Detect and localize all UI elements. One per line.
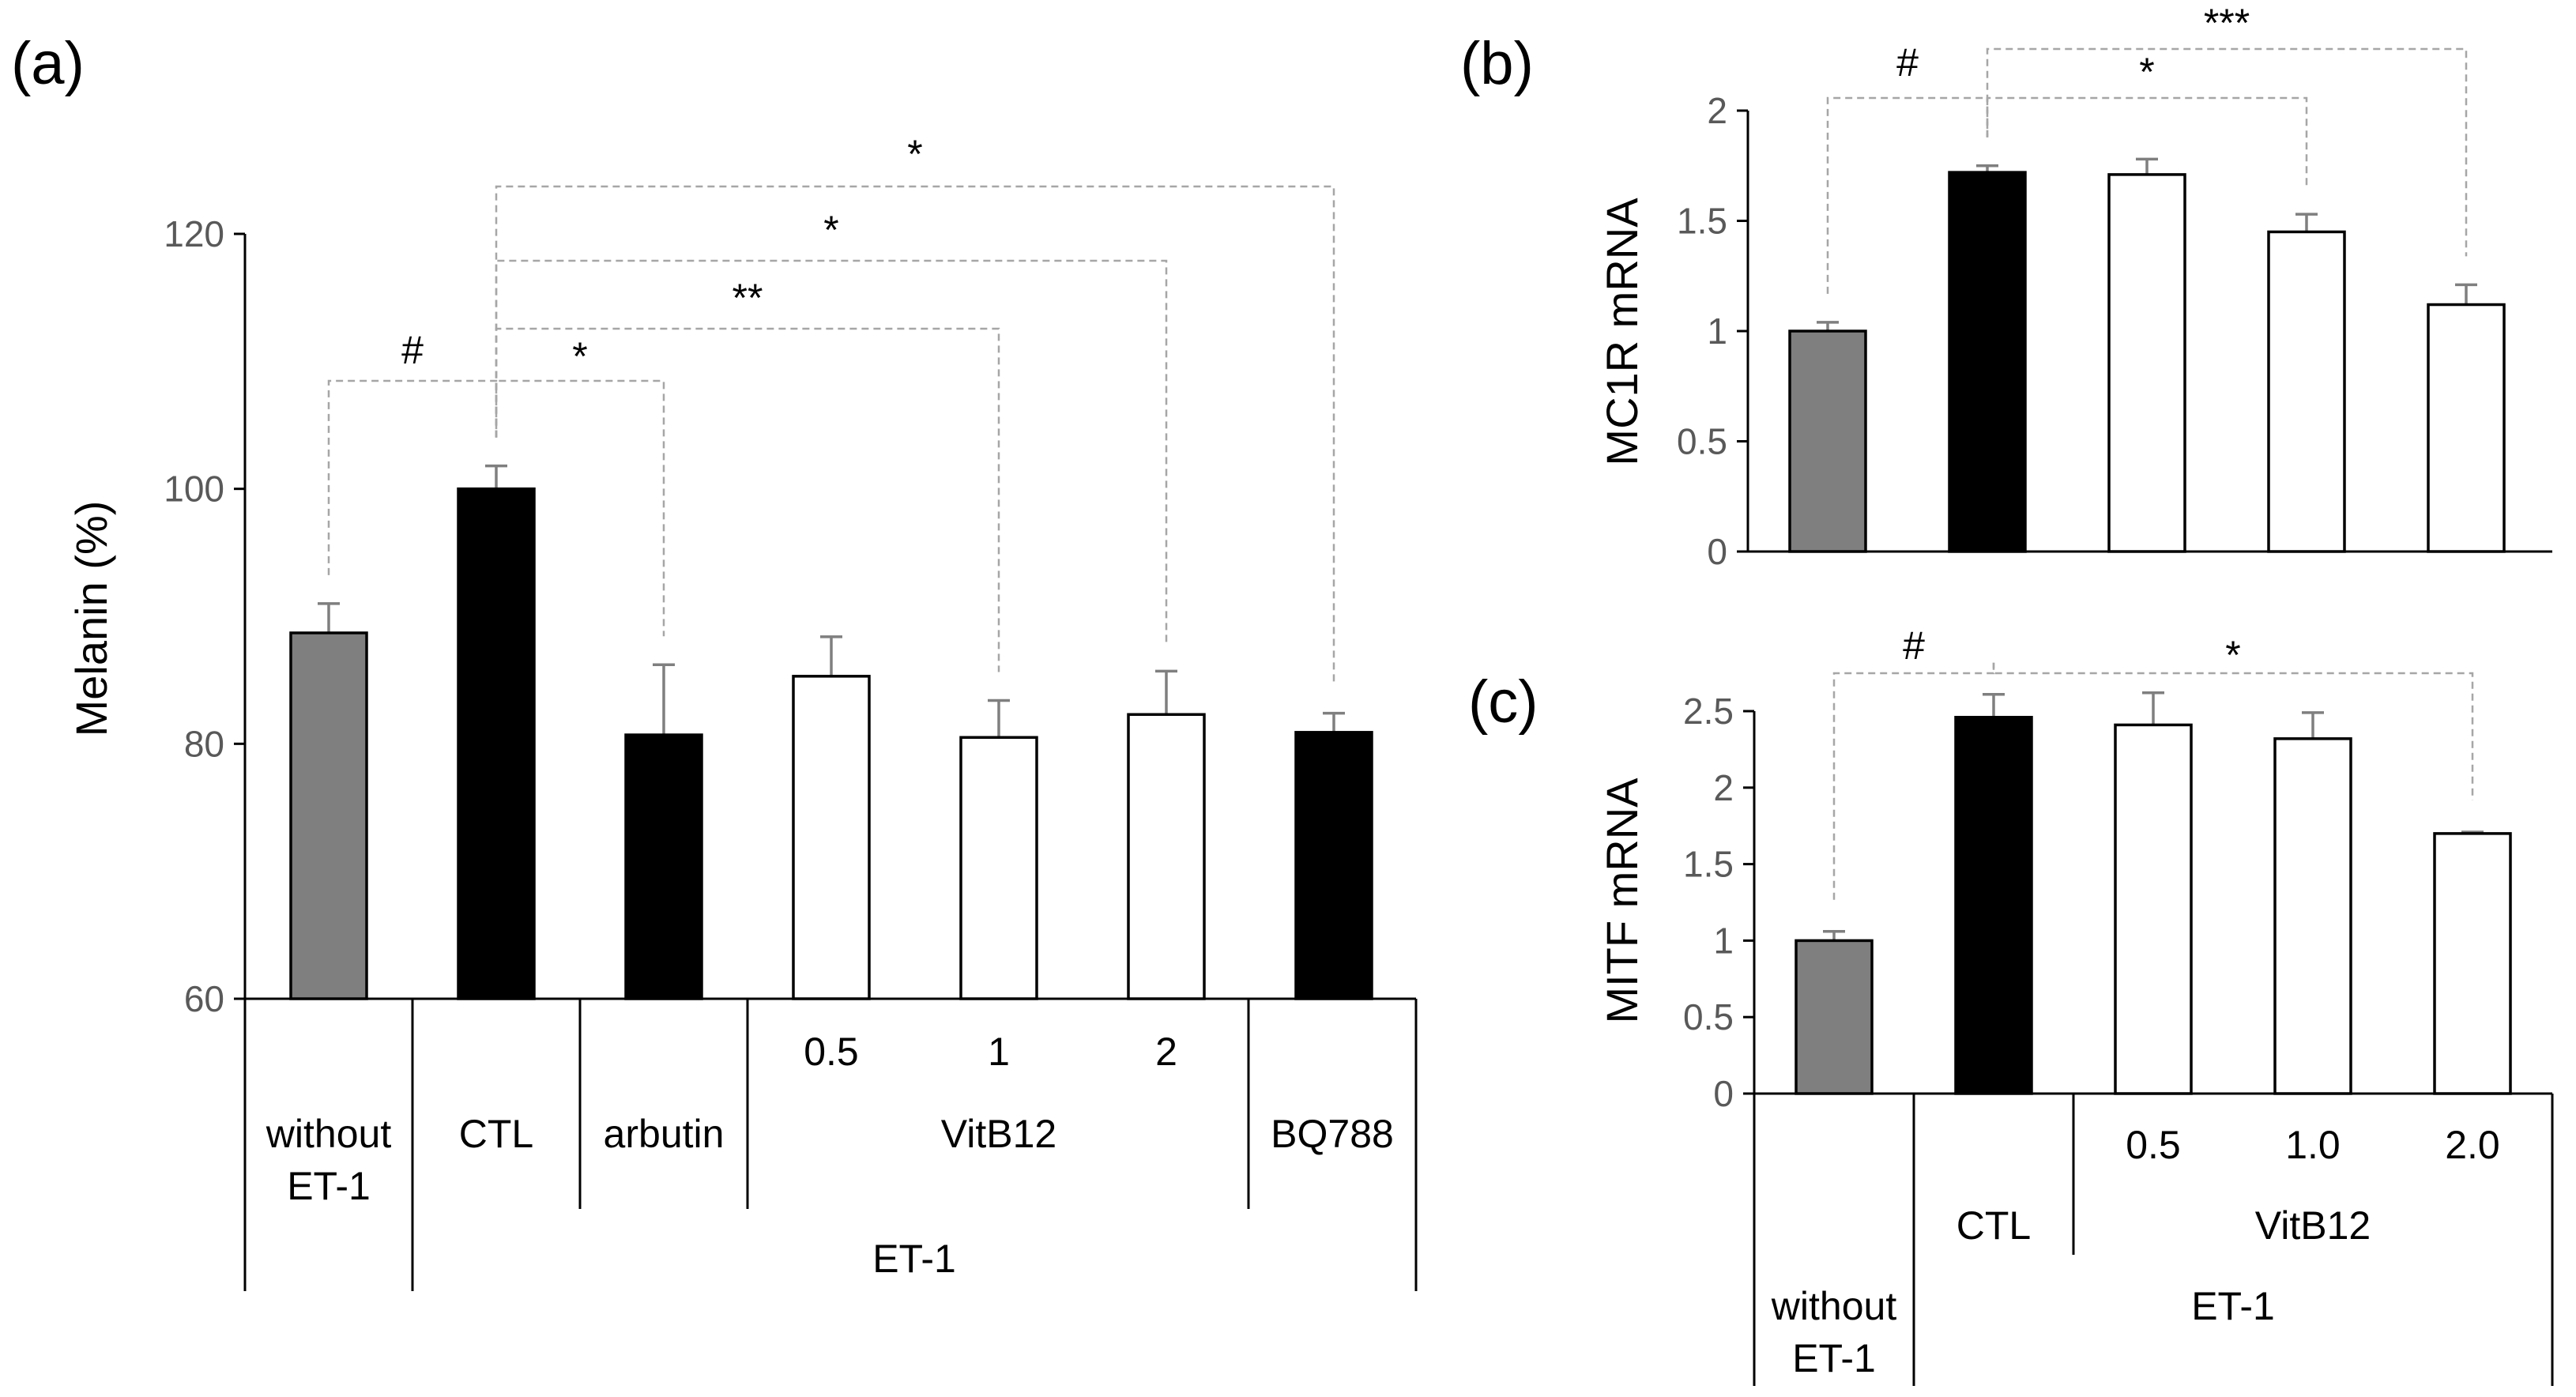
panel-c-y-tick-label: 2 <box>1713 767 1734 808</box>
panel-c-y-tick-label: 1 <box>1713 920 1734 961</box>
panel-c-label: (c) <box>1468 668 1538 736</box>
panel-a-category-labels: without ET-1 CTL arbutin 0.5 1 2 VitB12 … <box>266 1030 1394 1281</box>
panel-c-label-without: without <box>1771 1284 1897 1328</box>
panel-a-label-ctl: CTL <box>459 1112 533 1156</box>
panel-c-significance-label: # <box>1903 623 1925 668</box>
panel-c-label-dose-1-0: 1.0 <box>2285 1123 2341 1167</box>
panel-c-y-axis-label: MITF mRNA <box>1597 778 1647 1024</box>
panel-b-bars <box>1788 171 2506 553</box>
panel-a-bar <box>1294 731 1373 1000</box>
panel-b-bar <box>1948 171 2027 553</box>
panel-a-label-bq788: BQ788 <box>1271 1112 1394 1156</box>
panel-c-label-et1: ET-1 <box>2191 1284 2275 1328</box>
panel-c-significance-bracket <box>1992 662 2474 800</box>
panel-b-significance-label: *** <box>2204 1 2250 45</box>
panel-a-significance: # ***** <box>327 132 1335 685</box>
panel-a-label-dose-1: 1 <box>988 1030 1010 1074</box>
panel-b-y-tick-label: 0.5 <box>1677 421 1727 462</box>
panel-c-y-tick-label: 0.5 <box>1683 996 1734 1037</box>
panel-a-significance-label: # <box>401 328 424 372</box>
panel-b: (b) MC1R mRNA 00.511.52 # **** <box>1460 1 2552 572</box>
panel-a-label-arbutin: arbutin <box>604 1112 725 1156</box>
panel-b-significance-bracket <box>1986 47 2468 257</box>
panel-a-y-ticks: 60 80 100 120 <box>164 213 245 1019</box>
panel-a-significance-bracket <box>495 259 1168 643</box>
panel-c-y-tick-label: 0 <box>1713 1073 1734 1114</box>
panel-b-bar <box>2267 230 2346 553</box>
panel-b-bar <box>2107 173 2186 553</box>
panel-c-bar <box>1954 715 2033 1095</box>
panel-c-bar <box>2273 737 2352 1095</box>
panel-a-y-axis-label: Melanin (%) <box>66 501 116 737</box>
panel-c-category-labels: 0.5 1.0 2.0 CTL VitB12 without ET-1 ET-1 <box>1771 1123 2500 1380</box>
panel-a-significance-label: * <box>907 132 922 176</box>
panel-a-significance-label: ** <box>733 276 763 320</box>
panel-c: (c) MITF mRNA 00.511.522.5 # * 0.5 1.0 2.… <box>1468 623 2554 1386</box>
panel-c-label-dose-2-0: 2.0 <box>2445 1123 2500 1167</box>
panel-c-bars <box>1795 715 2512 1095</box>
panel-a-y-tick-label: 80 <box>184 723 224 764</box>
panel-a-bar <box>1127 713 1206 1000</box>
panel-b-y-tick-label: 1.5 <box>1677 201 1727 242</box>
panel-a-label-et1: ET-1 <box>872 1237 956 1281</box>
panel-c-category-table <box>1753 1094 2554 1386</box>
panel-c-bar <box>2114 723 2193 1095</box>
panel-a-category-table <box>243 999 1418 1291</box>
panel-b-y-tick-label: 0 <box>1707 531 1727 572</box>
panel-b-y-axis-label: MC1R mRNA <box>1597 198 1647 466</box>
panel-c-label-dose-0-5: 0.5 <box>2126 1123 2181 1167</box>
panel-a-label-vitb12: VitB12 <box>941 1112 1056 1156</box>
panel-a-label: (a) <box>11 30 85 97</box>
panel-a-bar <box>289 631 368 1000</box>
panel-a-bar <box>792 675 871 1000</box>
panel-c-label-without-et1: ET-1 <box>1792 1336 1876 1380</box>
panel-a-label-dose-2: 2 <box>1155 1030 1177 1074</box>
panel-c-label-ctl: CTL <box>1956 1203 2031 1248</box>
panel-a-significance-bracket <box>327 379 498 575</box>
panel-a-label-dose-0-5: 0.5 <box>804 1030 859 1074</box>
panel-a-y-tick-label: 60 <box>184 978 224 1019</box>
panel-c-label-vitb12: VitB12 <box>2255 1203 2371 1248</box>
panel-b-label: (b) <box>1460 30 1534 97</box>
panel-b-bar <box>1788 329 1867 553</box>
panel-c-significance-label: * <box>2225 633 2240 677</box>
panel-c-significance: # * <box>1832 623 2474 900</box>
panel-a-significance-bracket <box>495 185 1335 685</box>
panel-c-bar <box>2433 832 2512 1095</box>
panel-b-y-ticks: 0 0.5 1 1.5 2 <box>1677 90 1748 572</box>
panel-a-error-bars <box>318 464 1345 738</box>
panel-c-error-bars <box>1823 691 2484 941</box>
panel-a-bar <box>624 733 703 1000</box>
panel-a-significance-label: * <box>572 334 587 378</box>
panel-a-y-tick-label: 120 <box>164 213 224 254</box>
panel-c-bar <box>1795 939 1874 1095</box>
panel-b-error-bars <box>1817 157 2477 331</box>
panel-b-y-tick-label: 1 <box>1707 311 1727 352</box>
panel-a-y-tick-label: 100 <box>164 469 224 510</box>
panel-a-label-without-et1: ET-1 <box>287 1164 371 1208</box>
panel-a-label-without: without <box>266 1112 392 1156</box>
panel-b-y-tick-label: 2 <box>1707 90 1727 131</box>
panel-a-bar <box>959 736 1038 1000</box>
panel-b-significance-label: * <box>2139 50 2154 94</box>
panel-a-bar <box>457 487 536 1000</box>
panel-b-bar <box>2427 303 2506 553</box>
panel-c-y-ticks: 0 0.5 1 1.5 2 2.5 <box>1683 691 1754 1114</box>
panel-b-significance-bracket <box>1826 96 1989 294</box>
panel-a-bars <box>289 487 1373 1000</box>
panel-b-significance: # **** <box>1826 1 2468 294</box>
panel-c-y-tick-label: 2.5 <box>1683 691 1734 732</box>
panel-b-significance-label: # <box>1896 40 1919 85</box>
panel-a-significance-label: * <box>823 208 838 252</box>
panel-c-y-tick-label: 1.5 <box>1683 844 1734 885</box>
